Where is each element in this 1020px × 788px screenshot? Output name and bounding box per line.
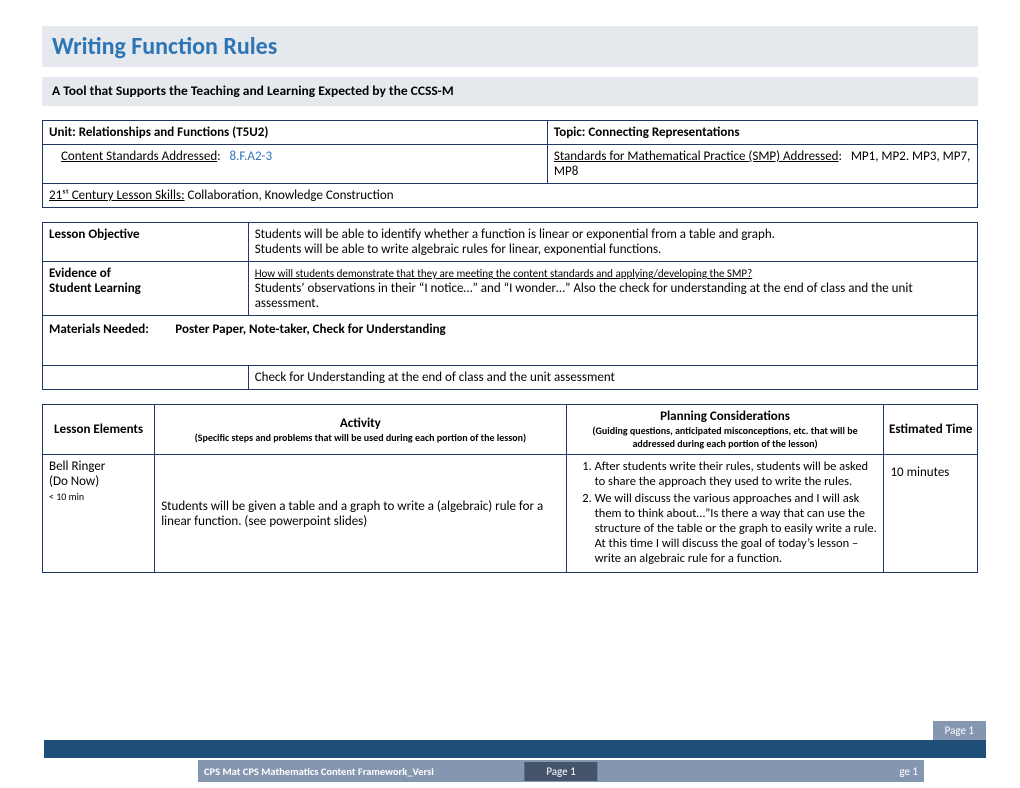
- objective-text: Students will be able to identify whethe…: [248, 223, 977, 262]
- activity-cell: Students will be given a table and a gra…: [155, 455, 566, 573]
- footer: Page 1 CPS Mat CPS Mathematics Content F…: [0, 728, 1020, 788]
- last-row-text: Check for Understanding at the end of cl…: [248, 366, 977, 390]
- content-standards-cell: Content Standards Addressed: 8.F.A2-3: [43, 145, 548, 184]
- consideration-item: We will discuss the various approaches a…: [595, 491, 878, 566]
- smp-label: Standards for Mathematical Practice (SMP…: [554, 149, 839, 164]
- unit-info-table: Unit: Relationships and Functions (T5U2)…: [42, 120, 978, 208]
- empty-cell: [43, 366, 249, 390]
- header-elements: Lesson Elements: [43, 405, 155, 455]
- evidence-label: Evidence of Student Learning: [43, 262, 249, 316]
- header-considerations: Planning Considerations (Guiding questio…: [566, 405, 884, 455]
- objective-line2: Students will be able to write algebraic…: [255, 242, 662, 257]
- footer-right-text: ge 1: [899, 765, 918, 778]
- materials-value: Poster Paper, Note-taker, Check for Unde…: [175, 322, 445, 337]
- lesson-details-table: Lesson Objective Students will be able t…: [42, 222, 978, 390]
- unit-cell: Unit: Relationships and Functions (T5U2): [43, 121, 548, 145]
- title-bar: Writing Function Rules: [42, 26, 978, 67]
- century-skills-cell: 21ˢᵗ Century Lesson Skills: Collaboratio…: [43, 184, 978, 208]
- consideration-item: After students write their rules, studen…: [595, 459, 878, 489]
- materials-cell: Materials Needed: Poster Paper, Note-tak…: [43, 316, 978, 366]
- page-title: Writing Function Rules: [52, 32, 968, 61]
- footer-left-text: CPS Mat CPS Mathematics Content Framewor…: [198, 765, 434, 778]
- time-cell: 10 minutes: [884, 455, 978, 573]
- evidence-question: How will students demonstrate that they …: [255, 267, 752, 280]
- considerations-cell: After students write their rules, studen…: [566, 455, 884, 573]
- subtitle-bar: A Tool that Supports the Teaching and Le…: [42, 77, 978, 106]
- page-label-box: Page 1: [933, 721, 986, 740]
- footer-bottom-strip: CPS Mat CPS Mathematics Content Framewor…: [198, 760, 924, 782]
- century-label: 21ˢᵗ Century Lesson Skills:: [49, 188, 185, 203]
- subtitle-text: A Tool that Supports the Teaching and Le…: [52, 82, 454, 99]
- header-activity: Activity (Specific steps and problems th…: [155, 405, 566, 455]
- objective-label: Lesson Objective: [43, 223, 249, 262]
- header-time: Estimated Time: [884, 405, 978, 455]
- smp-cell: Standards for Mathematical Practice (SMP…: [547, 145, 977, 184]
- materials-label: Materials Needed:: [49, 322, 149, 337]
- evidence-text: How will students demonstrate that they …: [248, 262, 977, 316]
- footer-mid-text: Page 1: [524, 762, 597, 781]
- content-std-value: 8.F.A2-3: [229, 149, 272, 164]
- century-value: Collaboration, Knowledge Construction: [185, 188, 394, 203]
- lesson-plan-table: Lesson Elements Activity (Specific steps…: [42, 404, 978, 573]
- table-row: Bell Ringer (Do Now) < 10 min Students w…: [43, 455, 978, 573]
- evidence-body: Students’ observations in their “I notic…: [255, 281, 913, 311]
- objective-line1: Students will be able to identify whethe…: [255, 227, 775, 242]
- footer-blue-bar: [44, 740, 986, 758]
- topic-cell: Topic: Connecting Representations: [547, 121, 977, 145]
- element-cell: Bell Ringer (Do Now) < 10 min: [43, 455, 155, 573]
- content-std-label: Content Standards Addressed: [61, 149, 217, 164]
